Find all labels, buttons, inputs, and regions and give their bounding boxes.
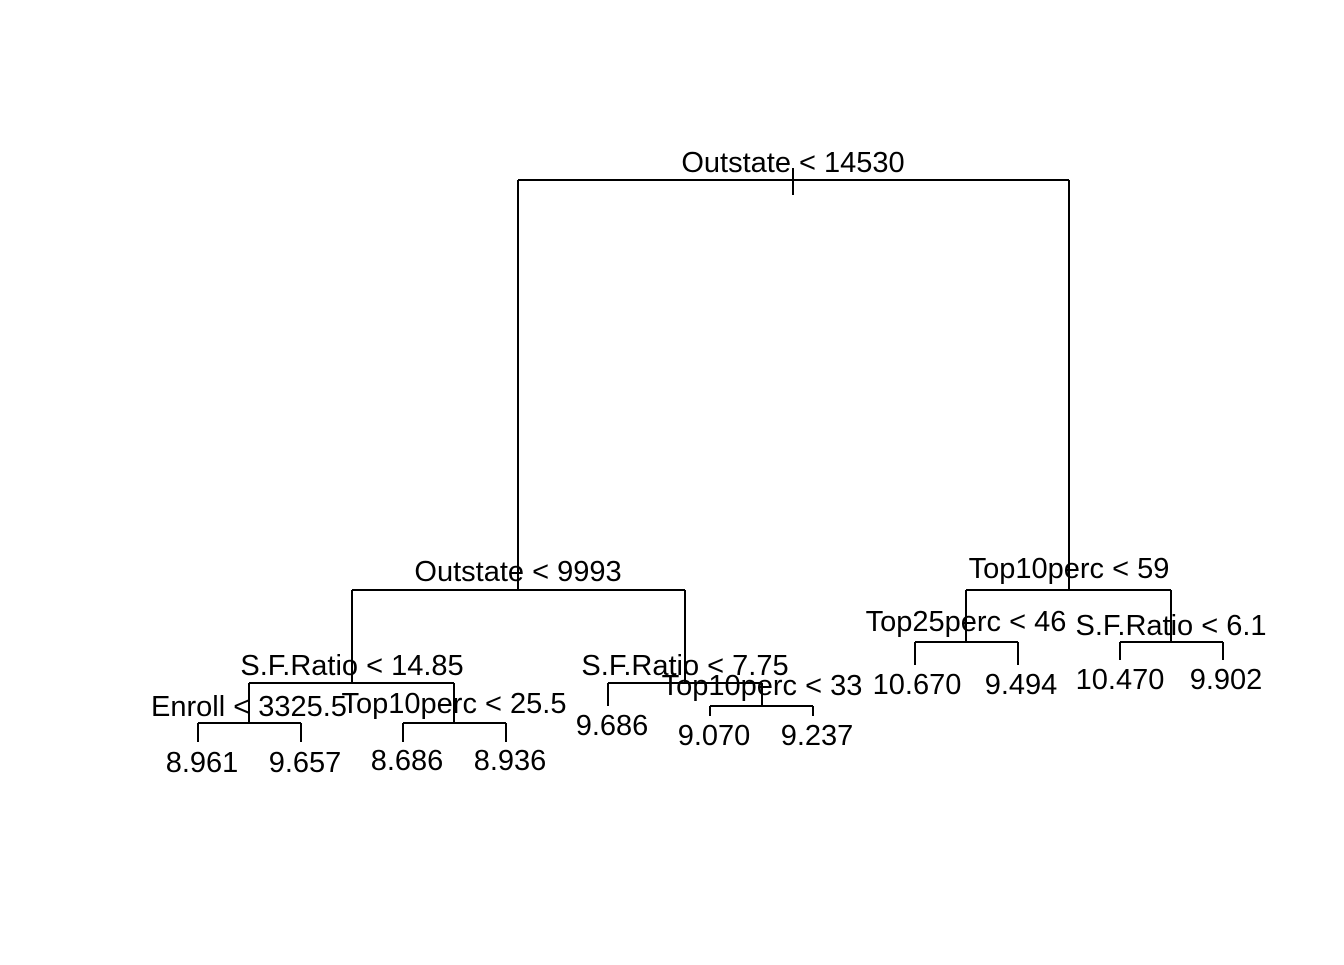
node-label-llr: Top10perc < 25.5 <box>342 688 567 720</box>
leaf-value: 9.686 <box>576 710 649 742</box>
leaf-value: 8.936 <box>474 745 547 777</box>
leaf-value: 9.657 <box>269 747 342 779</box>
node-label-lll: Enroll < 3325.5 <box>151 691 347 723</box>
leaf-value: 9.902 <box>1190 664 1263 696</box>
leaf-value: 10.670 <box>873 669 962 701</box>
leaf-value: 10.470 <box>1076 664 1165 696</box>
node-label-right: Top10perc < 59 <box>969 553 1170 585</box>
node-label-rr: S.F.Ratio < 6.1 <box>1075 610 1266 642</box>
node-label-root: Outstate < 14530 <box>681 147 904 179</box>
node-label-left: Outstate < 9993 <box>414 556 621 588</box>
leaf-value: 9.237 <box>781 720 854 752</box>
leaf-value: 9.070 <box>678 720 751 752</box>
node-label-lrr: Top10perc < 33 <box>662 670 863 702</box>
leaf-value: 8.686 <box>371 745 444 777</box>
leaf-value: 8.961 <box>166 747 239 779</box>
leaf-value: 9.494 <box>985 669 1058 701</box>
node-label-rl: Top25perc < 46 <box>866 606 1067 638</box>
node-label-ll: S.F.Ratio < 14.85 <box>240 650 463 682</box>
node-label-lr: S.F.Ratio < 7.75 <box>581 650 788 682</box>
